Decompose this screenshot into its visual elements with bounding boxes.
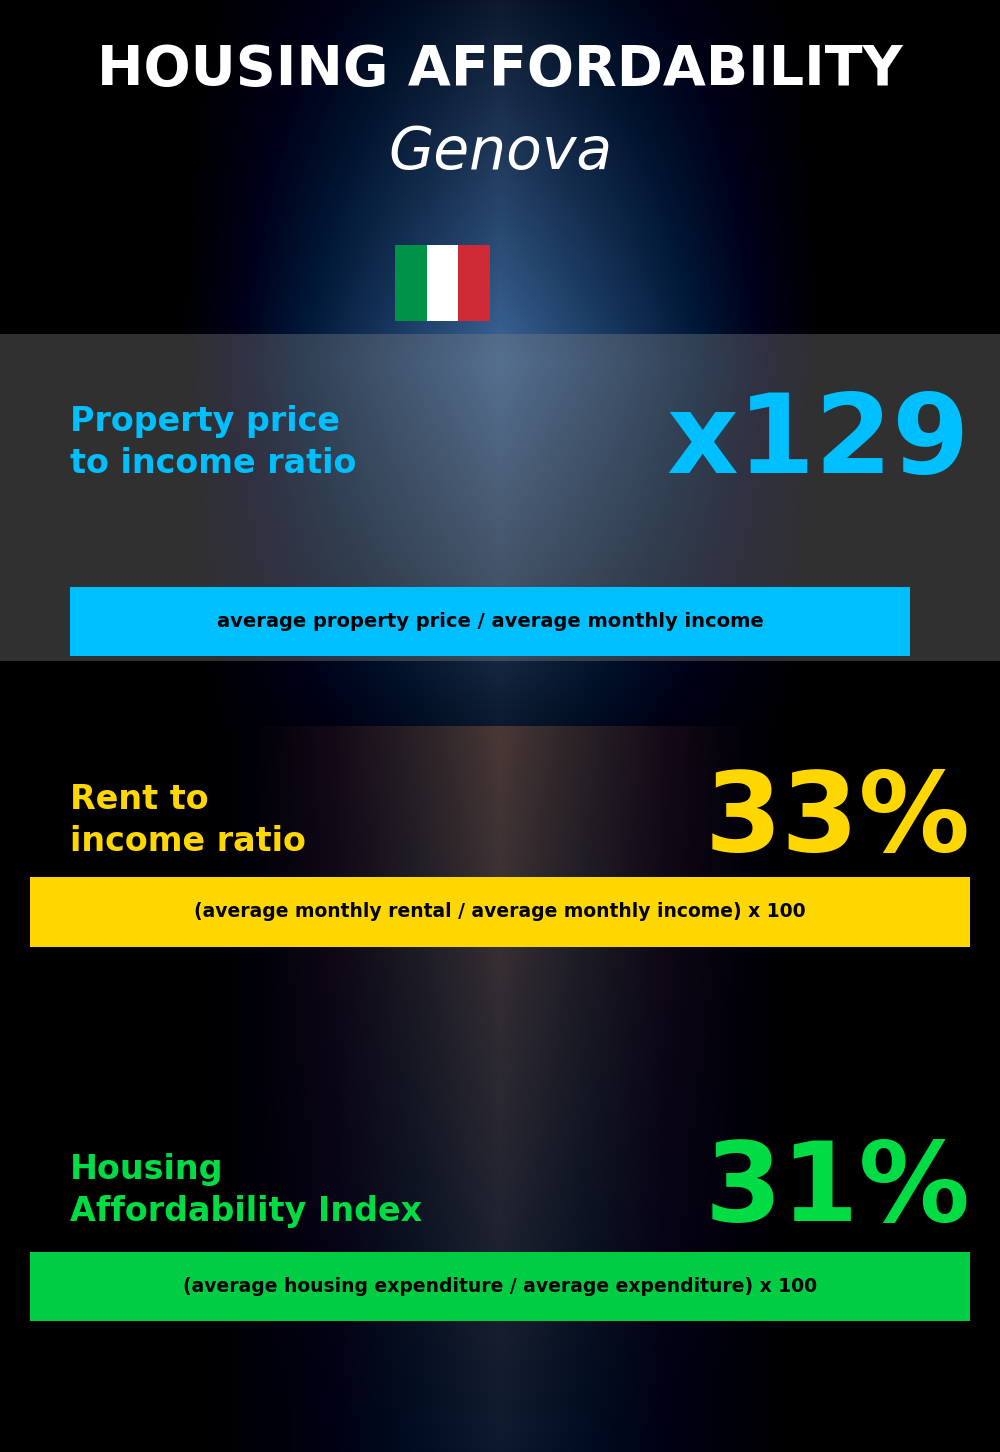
Text: (average housing expenditure / average expenditure) x 100: (average housing expenditure / average e… xyxy=(183,1276,817,1297)
Text: 31%: 31% xyxy=(704,1137,970,1244)
Text: Rent to
income ratio: Rent to income ratio xyxy=(70,783,306,858)
FancyBboxPatch shape xyxy=(0,334,1000,661)
Text: HOUSING AFFORDABILITY: HOUSING AFFORDABILITY xyxy=(97,42,903,97)
FancyBboxPatch shape xyxy=(70,587,910,656)
FancyBboxPatch shape xyxy=(30,1252,970,1321)
Text: (average monthly rental / average monthly income) x 100: (average monthly rental / average monthl… xyxy=(194,902,806,922)
Text: Property price
to income ratio: Property price to income ratio xyxy=(70,405,356,481)
FancyBboxPatch shape xyxy=(427,245,458,321)
FancyBboxPatch shape xyxy=(395,245,427,321)
FancyBboxPatch shape xyxy=(458,245,490,321)
Text: average property price / average monthly income: average property price / average monthly… xyxy=(217,611,763,632)
Text: x129: x129 xyxy=(667,389,970,497)
FancyBboxPatch shape xyxy=(30,877,970,947)
Text: Housing
Affordability Index: Housing Affordability Index xyxy=(70,1153,422,1228)
Text: 33%: 33% xyxy=(704,767,970,874)
Text: Genova: Genova xyxy=(388,123,612,182)
